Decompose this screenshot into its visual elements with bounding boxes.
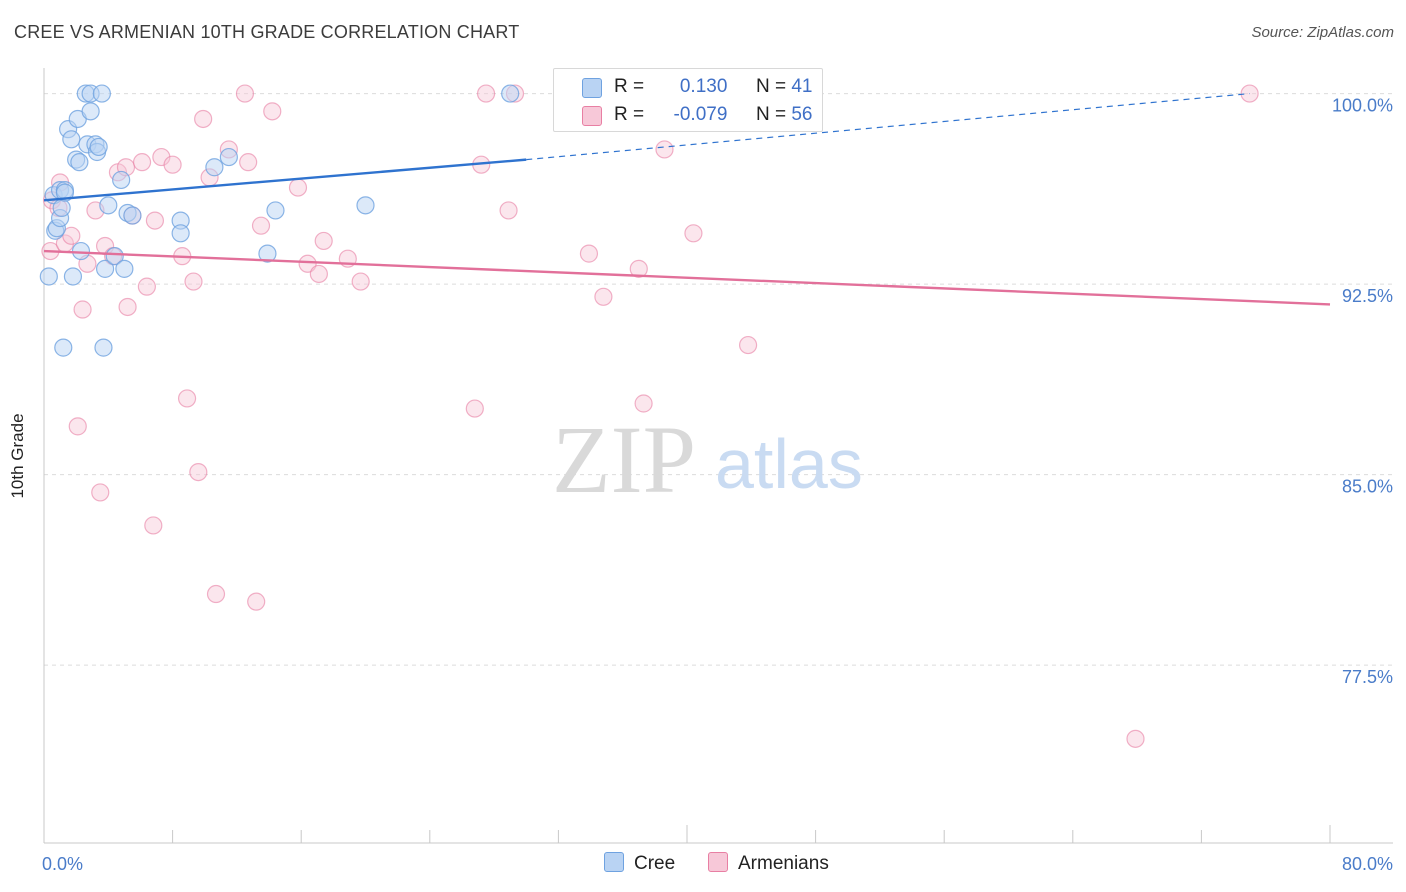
armenian-point (1126, 729, 1145, 748)
armenian-point (144, 516, 163, 535)
x-tick-label-min: 0.0% (42, 854, 83, 874)
cree-point (115, 259, 134, 278)
armenian-point (263, 102, 282, 121)
armenian-point (251, 216, 271, 235)
legend-row-cree: R = 0.130 N = 41 (554, 73, 822, 101)
cree-point (205, 158, 224, 177)
armenian-point (629, 259, 648, 278)
armenian-point (476, 84, 496, 103)
armenian-point (184, 272, 203, 291)
cree-point (266, 201, 285, 220)
cree-point (219, 147, 238, 167)
bottom-legend-cree: Cree (604, 852, 675, 875)
cree-point (105, 247, 124, 266)
armenian-point (145, 211, 165, 230)
armenian-point (132, 153, 152, 172)
armenian-point (235, 84, 255, 103)
armenian-point (206, 584, 226, 604)
cree-points (39, 84, 520, 357)
armenian-point (738, 335, 758, 355)
cree-point (39, 267, 58, 286)
armenian-point (91, 483, 110, 502)
y-tick-label: 77.5% (1342, 667, 1393, 687)
armenian-n-label: N = (755, 104, 787, 125)
armenian-point (309, 264, 328, 284)
chart-title: CREE VS ARMENIAN 10TH GRADE CORRELATION … (14, 22, 520, 42)
bottom-legend-armenian: Armenians (708, 852, 829, 875)
cree-point (52, 198, 71, 217)
watermark-atlas: atlas (715, 425, 863, 503)
bottom-cree-swatch (604, 852, 624, 872)
x-tick-label-max: 80.0% (1342, 854, 1393, 874)
armenian-point (163, 155, 182, 174)
cree-point (55, 183, 74, 202)
armenian-point (634, 394, 653, 413)
armenian-point (684, 224, 703, 243)
armenian-point (137, 277, 156, 296)
armenian-trend-line (43, 249, 1331, 306)
bottom-armenian-label: Armenians (738, 853, 829, 874)
source-label: Source: ZipAtlas.com (1251, 24, 1394, 41)
armenian-point (351, 272, 370, 291)
cree-n-label: N = (755, 76, 787, 97)
y-tick-label: 85.0% (1342, 477, 1393, 497)
y-tick-label: 100.0% (1332, 96, 1393, 116)
cree-r-value: 0.130 (679, 76, 728, 97)
armenian-point (177, 389, 197, 408)
armenian-point (62, 226, 81, 245)
cree-point (54, 338, 73, 357)
armenian-point (314, 231, 333, 251)
cree-trend-extension (526, 92, 1250, 161)
legend-row-armenian: R = -0.079 N = 56 (554, 101, 822, 129)
cree-trend-line (43, 158, 527, 202)
armenian-point (194, 109, 213, 129)
cree-point (89, 137, 108, 157)
armenian-point (247, 592, 266, 611)
armenian-n-value: 56 (791, 104, 813, 125)
cree-point (94, 338, 113, 357)
cree-point (70, 153, 89, 172)
armenian-point (118, 297, 137, 317)
cree-swatch (582, 78, 602, 98)
stats-legend: R = 0.130 N = 41 R = -0.079 N = 56 (553, 68, 823, 132)
armenian-point (655, 140, 674, 159)
armenian-point (594, 287, 613, 306)
cree-point (81, 102, 100, 121)
cree-point (112, 170, 131, 190)
cree-point (62, 130, 81, 149)
armenian-r-label: R = (614, 104, 645, 125)
bottom-armenian-swatch (708, 852, 728, 872)
cree-r-label: R = (614, 76, 645, 97)
armenian-point (73, 300, 92, 319)
armenian-point (579, 244, 599, 263)
cree-point (123, 206, 142, 225)
cree-point (501, 84, 520, 103)
armenian-point (499, 201, 518, 220)
trend-lines (43, 92, 1331, 306)
cree-point (99, 196, 118, 215)
cree-point (258, 244, 277, 263)
watermark-zip: ZIP (552, 406, 696, 513)
armenian-point (68, 417, 87, 436)
y-tick-labels: 77.5% 85.0% 92.5% 100.0% (1332, 96, 1393, 688)
y-tick-label: 92.5% (1342, 286, 1393, 306)
cree-point (71, 241, 91, 261)
watermark: ZIP atlas (552, 406, 863, 513)
armenian-point (239, 153, 258, 172)
gridlines (44, 93, 1393, 666)
cree-point (356, 196, 375, 215)
armenian-swatch (582, 106, 602, 126)
cree-n-value: 41 (791, 76, 813, 97)
bottom-cree-label: Cree (634, 853, 676, 874)
cree-point (171, 224, 190, 243)
armenian-point (288, 178, 308, 197)
armenian-point (465, 399, 484, 418)
armenian-point (189, 462, 208, 482)
cree-point (92, 84, 111, 103)
armenian-point (298, 254, 317, 273)
cree-point (63, 267, 83, 286)
cree-point (95, 259, 115, 278)
armenian-r-value: -0.079 (673, 104, 728, 125)
